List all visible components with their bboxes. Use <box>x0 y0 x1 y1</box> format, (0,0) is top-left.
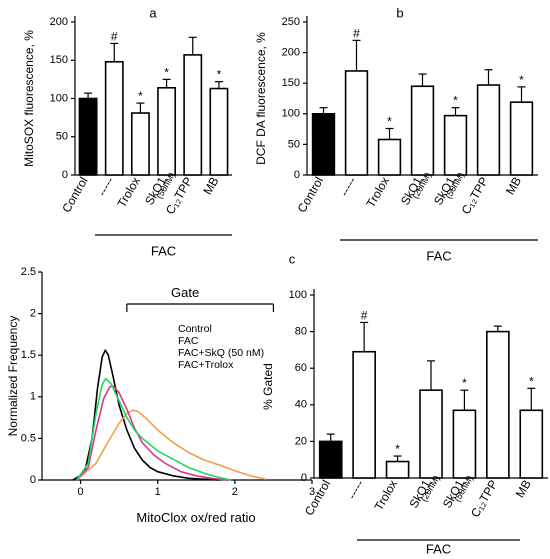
panel-label: a <box>149 5 157 20</box>
panel-label: b <box>396 5 403 20</box>
category-label: Trolox <box>114 175 143 210</box>
significance-mark: # <box>111 29 118 43</box>
y-tick-label: 60 <box>295 362 307 374</box>
bar <box>104 60 124 176</box>
bar <box>318 440 343 479</box>
y-tick-label: 2.5 <box>21 266 36 278</box>
significance-mark: * <box>453 94 458 108</box>
category-label: Trolox <box>364 175 393 210</box>
category-label: ----- <box>95 175 117 199</box>
significance-mark: * <box>462 376 467 390</box>
y-tick-label: 0.5 <box>21 432 36 444</box>
significance-mark: * <box>529 374 534 388</box>
x-tick-label: 3 <box>309 486 315 498</box>
category-label: ----- <box>345 478 367 502</box>
bar <box>78 97 98 176</box>
gate-label: Gate <box>171 285 199 300</box>
significance-mark: * <box>138 89 143 103</box>
legend-entry: Control <box>178 323 212 335</box>
y-tick-label: 50 <box>288 138 300 150</box>
category-label: ----- <box>337 175 359 199</box>
y-axis-label: DCF DA fluorescence, % <box>254 32 268 165</box>
bar <box>509 101 534 176</box>
bar <box>443 114 468 176</box>
y-tick-label: 200 <box>282 47 300 59</box>
significance-mark: # <box>353 26 360 40</box>
series-line <box>76 377 232 481</box>
y-axis-label: MitoSOX fluorescence, % <box>22 30 36 167</box>
category-label: C₁₂TPP <box>459 175 491 217</box>
significance-mark: * <box>217 68 222 82</box>
category-label: C₁₂TPP <box>468 478 500 520</box>
series-line <box>76 385 228 481</box>
x-tick-label: 1 <box>155 486 161 498</box>
y-tick-label: 0 <box>30 474 36 486</box>
category-label: Trolox <box>372 478 401 513</box>
y-tick-label: 1.5 <box>21 349 36 361</box>
y-tick-label: 100 <box>50 92 68 104</box>
x-tick-label: 0 <box>78 486 84 498</box>
legend-entry: FAC+Trolox <box>178 359 234 371</box>
category-label: MB <box>503 175 524 198</box>
bar <box>419 389 443 479</box>
x-axis-label: MitoClox ox/red ratio <box>136 510 255 525</box>
bar <box>209 87 229 176</box>
legend-entry: FAC <box>178 335 199 347</box>
significance-mark: * <box>395 442 400 456</box>
y-tick-label: 0 <box>301 472 307 484</box>
category-label: MB <box>200 175 221 198</box>
y-tick-label: 80 <box>295 326 307 338</box>
bar <box>385 460 410 479</box>
y-tick-label: 200 <box>50 16 68 28</box>
significance-mark: * <box>519 73 524 87</box>
y-axis-label: Normalized Frequency <box>6 316 20 437</box>
y-tick-label: 40 <box>295 399 307 411</box>
bar <box>352 350 376 479</box>
y-tick-label: 0 <box>62 169 68 181</box>
significance-mark: * <box>387 114 392 128</box>
y-axis-label: % Gated <box>261 363 275 410</box>
significance-mark: * <box>164 65 169 79</box>
y-tick-label: 100 <box>289 289 307 301</box>
y-tick-label: 100 <box>282 108 300 120</box>
x-tick-label: 2 <box>232 486 238 498</box>
bar <box>410 85 435 176</box>
histogram-panel: 0 0.5 1 1.5 2 2.5 0 1 2 3 Normalized Frequency Mito… <box>6 266 315 525</box>
group-label: FAC <box>426 541 451 556</box>
bar <box>130 112 150 176</box>
bar <box>183 54 203 176</box>
legend-entry: FAC+SkQ (50 nM) <box>178 347 264 359</box>
y-tick-label: 0 <box>294 169 300 181</box>
y-tick-label: 150 <box>282 77 300 89</box>
y-tick-label: 1 <box>30 391 36 403</box>
bar <box>377 138 402 176</box>
panel-label: c <box>289 251 296 266</box>
bar <box>452 409 477 479</box>
bar <box>344 70 369 176</box>
y-tick-label: 50 <box>56 131 68 143</box>
bar <box>311 113 336 176</box>
y-tick-label: 2 <box>30 308 36 320</box>
bar <box>519 409 544 479</box>
y-tick-label: 150 <box>50 54 68 66</box>
group-label: FAC <box>426 248 451 263</box>
bar <box>476 84 501 176</box>
bar <box>157 86 177 176</box>
group-label: FAC <box>151 243 176 258</box>
significance-mark: # <box>361 308 368 322</box>
bar <box>486 330 510 479</box>
y-tick-label: 250 <box>282 16 300 28</box>
category-label: MB <box>513 478 534 501</box>
series-line <box>76 409 266 481</box>
y-tick-label: 20 <box>295 435 307 447</box>
